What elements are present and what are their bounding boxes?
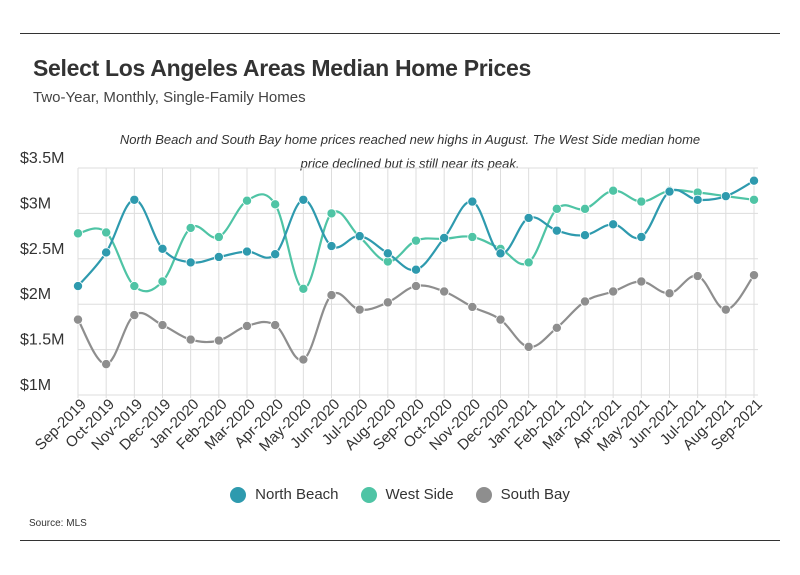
legend-item-south-bay: South Bay <box>475 486 570 503</box>
data-point-west-side <box>749 194 760 205</box>
data-point-north-beach <box>157 243 168 254</box>
data-point-west-side <box>157 276 168 287</box>
data-point-north-beach <box>270 249 281 260</box>
data-point-north-beach <box>636 232 647 243</box>
chart-annotation: North Beach and South Bay home prices re… <box>119 132 701 171</box>
data-point-west-side <box>636 196 647 207</box>
data-point-north-beach <box>523 212 534 223</box>
chart-title: Select Los Angeles Areas Median Home Pri… <box>33 55 531 81</box>
chart-subtitle: Two-Year, Monthly, Single-Family Homes <box>33 89 306 106</box>
data-point-south-bay <box>185 334 196 345</box>
data-point-south-bay <box>129 310 140 321</box>
data-point-north-beach <box>101 247 112 258</box>
data-point-north-beach <box>749 175 760 186</box>
line-chart: $1M$1.5M$2M$2.5M$3M$3.5MSep-2019Oct-2019… <box>20 150 766 455</box>
data-point-west-side <box>410 235 421 246</box>
y-tick-label: $1M <box>20 377 51 394</box>
data-point-south-bay <box>749 270 760 281</box>
data-point-west-side <box>326 208 337 219</box>
data-point-north-beach <box>580 230 591 241</box>
data-point-north-beach <box>551 225 562 236</box>
data-point-west-side <box>101 227 112 238</box>
data-point-south-bay <box>580 296 591 307</box>
legend-item-west-side: West Side <box>360 486 454 503</box>
data-point-west-side <box>73 228 84 239</box>
data-point-west-side <box>467 232 478 243</box>
data-point-north-beach <box>467 196 478 207</box>
data-point-west-side <box>241 195 252 206</box>
legend-swatch <box>475 486 492 503</box>
y-tick-label: $2.5M <box>20 241 64 258</box>
data-point-south-bay <box>692 271 703 282</box>
legend: North Beach West Side South Bay <box>0 486 800 503</box>
series-layer <box>73 175 760 370</box>
data-point-south-bay <box>213 335 224 346</box>
data-point-south-bay <box>73 314 84 325</box>
legend-swatch <box>230 486 247 503</box>
data-point-north-beach <box>382 248 393 259</box>
data-point-north-beach <box>185 257 196 268</box>
data-point-west-side <box>608 185 619 196</box>
data-point-south-bay <box>608 286 619 297</box>
y-tick-label: $1.5M <box>20 332 64 349</box>
data-point-west-side <box>213 232 224 243</box>
source-note: Source: MLS <box>29 518 87 529</box>
data-point-south-bay <box>720 304 731 315</box>
grid-layer <box>77 167 758 398</box>
data-point-west-side <box>298 283 309 294</box>
data-point-west-side <box>523 257 534 268</box>
data-point-north-beach <box>410 264 421 275</box>
data-point-south-bay <box>382 297 393 308</box>
data-point-north-beach <box>213 251 224 262</box>
data-point-west-side <box>551 203 562 214</box>
data-point-south-bay <box>636 276 647 287</box>
legend-label: North Beach <box>255 486 339 503</box>
data-point-west-side <box>129 281 140 292</box>
data-point-north-beach <box>326 241 337 252</box>
data-point-south-bay <box>467 301 478 312</box>
data-point-south-bay <box>495 314 506 325</box>
y-tick-label: $3.5M <box>20 150 64 167</box>
data-point-north-beach <box>129 194 140 205</box>
data-point-north-beach <box>692 194 703 205</box>
legend-item-north-beach: North Beach <box>230 486 339 503</box>
bottom-rule <box>20 540 780 541</box>
data-point-south-bay <box>326 290 337 301</box>
data-point-south-bay <box>664 288 675 299</box>
data-point-north-beach <box>241 246 252 257</box>
data-point-north-beach <box>495 248 506 259</box>
data-point-south-bay <box>439 286 450 297</box>
y-tick-label: $2M <box>20 286 51 303</box>
data-point-west-side <box>270 199 281 210</box>
y-tick-label: $3M <box>20 195 51 212</box>
legend-label: South Bay <box>500 486 570 503</box>
data-point-west-side <box>185 222 196 233</box>
data-point-north-beach <box>608 219 619 230</box>
data-point-south-bay <box>410 281 421 292</box>
data-point-south-bay <box>298 354 309 365</box>
data-point-south-bay <box>354 304 365 315</box>
data-point-north-beach <box>720 191 731 202</box>
legend-swatch <box>360 486 377 503</box>
data-point-south-bay <box>270 320 281 331</box>
data-point-north-beach <box>439 232 450 243</box>
data-point-south-bay <box>523 341 534 352</box>
data-point-north-beach <box>664 186 675 197</box>
top-rule <box>20 33 780 34</box>
data-point-south-bay <box>157 320 168 331</box>
data-point-south-bay <box>241 320 252 331</box>
data-point-south-bay <box>101 359 112 370</box>
data-point-south-bay <box>551 322 562 333</box>
legend-label: West Side <box>385 486 454 503</box>
data-point-north-beach <box>354 231 365 242</box>
data-point-west-side <box>580 203 591 214</box>
data-point-north-beach <box>73 281 84 292</box>
data-point-north-beach <box>298 194 309 205</box>
